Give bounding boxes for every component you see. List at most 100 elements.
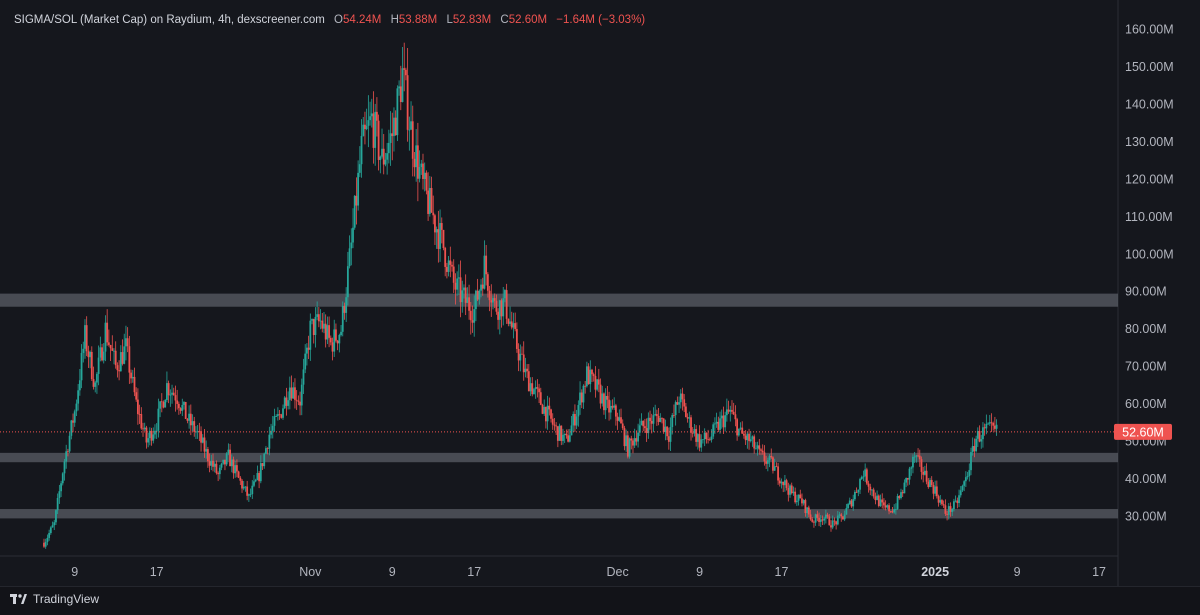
candle — [234, 465, 237, 474]
low-value: 52.83M — [452, 14, 492, 26]
candle — [527, 371, 530, 392]
candle — [944, 505, 947, 514]
candle — [184, 401, 187, 419]
candle — [915, 455, 918, 457]
candle — [85, 325, 88, 352]
candle — [423, 172, 426, 180]
candle — [416, 145, 419, 179]
candle — [792, 491, 795, 494]
candle — [463, 287, 465, 291]
candle — [534, 387, 537, 390]
candle — [266, 448, 269, 449]
candle — [794, 491, 797, 503]
candle — [422, 163, 424, 180]
candle — [850, 500, 853, 507]
candle — [809, 514, 812, 520]
candle — [632, 440, 634, 446]
candle — [295, 399, 298, 401]
candle — [621, 423, 624, 429]
candle — [198, 431, 201, 433]
candle — [166, 383, 168, 401]
candle — [826, 514, 829, 517]
candle — [976, 431, 979, 439]
y-tick-label: 60.00M — [1125, 397, 1167, 411]
y-tick-label: 80.00M — [1125, 322, 1167, 336]
candle — [280, 414, 283, 418]
candle — [55, 510, 57, 523]
candle — [684, 406, 687, 418]
price-scale[interactable] — [1118, 0, 1200, 586]
candle — [862, 476, 865, 478]
candle — [278, 414, 281, 416]
footer-bar: TradingView — [0, 586, 1200, 615]
candle — [90, 351, 93, 380]
candle — [925, 470, 928, 482]
candle — [183, 401, 185, 405]
candle — [953, 501, 955, 510]
candle — [993, 425, 996, 429]
candle — [852, 499, 855, 507]
candle — [309, 320, 312, 350]
brand-label: TradingView — [33, 592, 100, 606]
candle — [92, 379, 95, 387]
candle — [947, 506, 950, 515]
candle — [664, 426, 667, 433]
candle — [48, 533, 51, 538]
candle — [396, 88, 399, 136]
candle — [732, 411, 735, 415]
candle — [302, 369, 305, 385]
candle — [176, 400, 179, 404]
candle — [483, 255, 486, 289]
candle — [770, 455, 773, 458]
candle — [107, 342, 110, 345]
candle — [630, 438, 633, 441]
change-value: −1.64M (−3.03%) — [556, 14, 646, 26]
symbol-title[interactable]: SIGMA/SOL (Market Cap) on Raydium, 4h, d… — [14, 14, 325, 26]
candle — [881, 499, 884, 503]
candle — [275, 415, 278, 417]
candle — [790, 485, 793, 494]
candle — [901, 492, 904, 494]
candle — [136, 399, 139, 415]
candle — [553, 424, 556, 426]
candle — [652, 415, 655, 424]
candle — [374, 111, 377, 148]
x-tick-label: 17 — [150, 565, 164, 579]
candle — [690, 417, 692, 433]
candle — [599, 384, 602, 404]
tradingview-brand[interactable]: TradingView — [10, 592, 99, 606]
candle — [160, 401, 163, 403]
candle — [836, 515, 839, 525]
candle — [53, 522, 56, 526]
candle — [720, 415, 723, 419]
candle — [655, 414, 658, 416]
candle — [988, 422, 991, 424]
candle — [268, 434, 271, 449]
candle — [772, 457, 774, 471]
candle — [265, 448, 267, 454]
candle — [616, 416, 619, 421]
candle — [370, 113, 373, 117]
candle — [201, 437, 204, 443]
candle — [845, 508, 848, 515]
candle — [754, 448, 757, 450]
candlestick-chart[interactable]: 160.00M 150.00M 140.00M 130.00M 120.00M 110.0… — [0, 0, 1200, 586]
candle — [300, 384, 303, 406]
x-tick-label: 17 — [467, 565, 481, 579]
tradingview-logo-icon — [10, 594, 27, 604]
candle — [485, 255, 488, 275]
candle — [824, 514, 827, 519]
candle — [995, 424, 998, 429]
candle — [72, 420, 74, 423]
candle — [833, 520, 836, 522]
candle — [626, 435, 629, 457]
candle — [819, 519, 822, 522]
candle — [150, 430, 153, 441]
candle — [645, 428, 648, 434]
candle — [232, 459, 235, 474]
zone-0 — [0, 293, 1118, 307]
candle — [935, 486, 938, 497]
candle — [970, 452, 972, 471]
candle — [807, 507, 810, 515]
candle — [562, 434, 564, 441]
